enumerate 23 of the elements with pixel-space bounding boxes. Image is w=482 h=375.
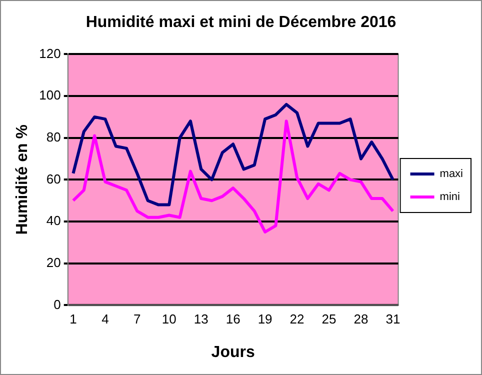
x-tick-label: 28 xyxy=(354,312,368,327)
x-tick-label: 13 xyxy=(194,312,208,327)
y-tick-label: 120 xyxy=(39,46,61,61)
x-axis-title: Jours xyxy=(211,344,255,361)
x-tick-label: 22 xyxy=(290,312,304,327)
y-tick-label: 80 xyxy=(46,129,61,144)
x-tick-label: 16 xyxy=(226,312,240,327)
x-tick-label: 19 xyxy=(258,312,272,327)
y-tick-label: 100 xyxy=(39,88,61,103)
legend-label: maxi xyxy=(440,168,464,180)
y-tick-label: 0 xyxy=(54,296,61,312)
chart-title: Humidité maxi et mini de Décembre 2016 xyxy=(86,14,396,32)
x-tick-label: 25 xyxy=(322,312,336,327)
x-tick-label: 1 xyxy=(70,312,77,327)
x-tick-label: 7 xyxy=(134,312,141,327)
y-tick-label: 40 xyxy=(46,213,61,228)
y-tick-label: 60 xyxy=(46,171,61,186)
y-tick-label: 20 xyxy=(46,254,61,270)
y-axis-title: Humidité en % xyxy=(14,124,32,235)
x-tick-label: 31 xyxy=(386,312,400,327)
legend-label: mini xyxy=(440,191,460,204)
x-tick-label: 10 xyxy=(162,312,176,327)
x-tick-label: 4 xyxy=(102,312,109,327)
